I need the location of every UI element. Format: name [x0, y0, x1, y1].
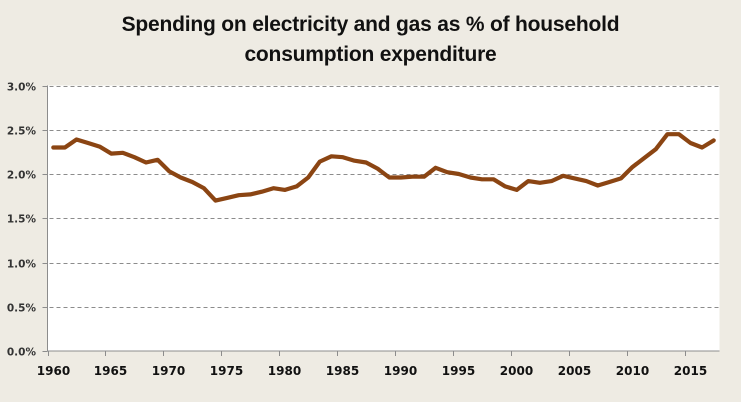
- y-tick-label: 2.5%: [7, 126, 37, 138]
- series-group: [51, 132, 716, 203]
- x-tick-label: 2015: [674, 364, 707, 378]
- y-tick-label: 2.0%: [7, 170, 37, 182]
- y-tick-label: 1.5%: [7, 214, 37, 226]
- x-axis-ticks: 1960 1965 1970 1975 1980 1985 1990 1995 2000 2005…: [37, 351, 707, 378]
- x-tick-label: 1970: [152, 364, 185, 378]
- x-tick-label: 1965: [94, 364, 127, 378]
- x-tick-label: 1985: [326, 364, 359, 378]
- gridlines: [42, 86, 720, 308]
- plot-area: [47, 85, 720, 351]
- chart-title: Spending on electricity and gas as % of …: [0, 10, 741, 70]
- chart-title-line-1: Spending on electricity and gas as % of …: [121, 13, 620, 36]
- x-tick-label: 1990: [384, 364, 417, 378]
- x-tick-label: 1960: [37, 364, 70, 378]
- x-tick-label: 1980: [268, 364, 301, 378]
- x-tick-label: 1975: [210, 364, 243, 378]
- x-tick-label: 2010: [616, 364, 649, 378]
- x-tick-label: 2005: [558, 364, 591, 378]
- chart-title-line-2: consumption expenditure: [244, 43, 497, 66]
- y-tick-label: 3.0%: [7, 82, 37, 94]
- y-tick-label: 0.0%: [7, 347, 37, 359]
- series-line: [51, 132, 716, 203]
- x-tick-label: 1995: [442, 364, 475, 378]
- y-axis-ticks: 0.0% 0.5% 1.0% 1.5% 2.0% 2.5% 3.0%: [7, 82, 48, 359]
- y-tick-label: 1.0%: [7, 259, 37, 271]
- x-tick-label: 2000: [500, 364, 533, 378]
- y-tick-label: 0.5%: [7, 303, 37, 315]
